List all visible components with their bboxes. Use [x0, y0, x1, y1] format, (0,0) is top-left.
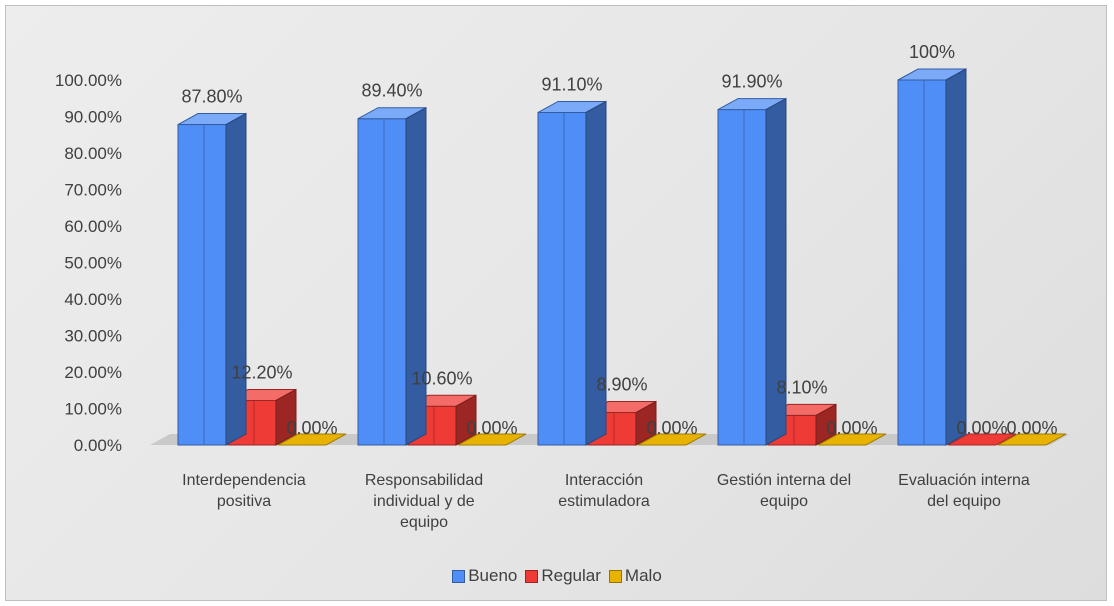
bar-malo-2	[637, 433, 707, 446]
y-tick-label: 20.00%	[64, 363, 122, 382]
y-tick-label: 30.00%	[64, 327, 122, 346]
legend: Bueno Regular Malo	[0, 566, 1114, 586]
legend-swatch	[608, 569, 622, 583]
bar-regular-4	[947, 433, 1017, 446]
x-category-label: Evaluación interna del equipo	[898, 472, 1030, 510]
bar-bueno-1	[357, 106, 427, 446]
y-tick-label: 50.00%	[64, 254, 122, 273]
y-tick-label: 40.00%	[64, 290, 122, 309]
bar-malo-4	[997, 433, 1067, 446]
bar-bueno-3	[717, 97, 787, 446]
bar-bueno-2	[537, 100, 607, 446]
y-tick-label: 80.00%	[64, 144, 122, 163]
y-tick-label: 70.00%	[64, 181, 122, 200]
bar-malo-1	[457, 433, 527, 446]
legend-item-bueno: Bueno	[452, 566, 517, 586]
y-tick-label: 10.00%	[64, 400, 122, 419]
y-tick-label: 90.00%	[64, 108, 122, 127]
data-label: 91.90%	[721, 72, 782, 92]
data-label: 8.90%	[596, 375, 647, 395]
data-label: 10.60%	[411, 368, 472, 388]
bar-regular-3	[767, 403, 837, 446]
legend-label: Regular	[541, 566, 601, 585]
data-label: 100%	[909, 42, 955, 62]
x-category-label: Interacción estimuladora	[558, 472, 650, 510]
data-label: 0.00%	[956, 418, 1007, 438]
legend-swatch	[452, 569, 466, 583]
data-label: 0.00%	[646, 418, 697, 438]
data-label: 0.00%	[1006, 418, 1057, 438]
bar-malo-3	[817, 433, 887, 446]
x-category-label: Responsabilidad individual y de equipo	[365, 472, 483, 531]
data-label: 0.00%	[466, 418, 517, 438]
data-label: 87.80%	[181, 87, 242, 107]
legend-item-regular: Regular	[525, 566, 601, 586]
bar-malo-0	[277, 433, 347, 446]
data-label: 89.40%	[361, 81, 422, 101]
y-tick-label: 100.00%	[55, 71, 122, 90]
y-tick-label: 0.00%	[74, 436, 122, 455]
legend-label: Bueno	[468, 566, 518, 585]
bar-bueno-4	[897, 68, 967, 446]
data-label: 0.00%	[826, 418, 877, 438]
data-label: 0.00%	[286, 418, 337, 438]
data-label: 91.10%	[541, 74, 602, 94]
bar-bueno-0	[177, 112, 247, 446]
y-tick-label: 60.00%	[64, 217, 122, 236]
legend-item-malo: Malo	[608, 566, 662, 586]
x-category-label: Interdependencia positiva	[182, 472, 306, 510]
legend-label: Malo	[624, 566, 662, 585]
legend-swatch	[525, 569, 539, 583]
data-label: 12.20%	[231, 362, 292, 382]
data-label: 8.10%	[776, 377, 827, 397]
x-category-label: Gestión interna del equipo	[717, 472, 851, 510]
